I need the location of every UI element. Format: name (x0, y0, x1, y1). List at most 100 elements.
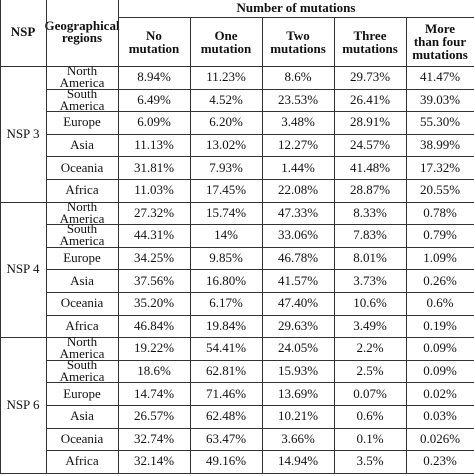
percentage-cell: 14.94% (277, 453, 319, 469)
group-divider (0, 472, 474, 474)
nsp-group-label: NSP 4 (6, 261, 40, 277)
row-divider (46, 179, 474, 180)
column-divider (190, 17, 191, 473)
region-cell: Europe (63, 385, 101, 401)
column-divider (262, 17, 263, 473)
region-cell: Europe (63, 114, 101, 130)
row-divider (46, 427, 474, 429)
row-divider (46, 111, 474, 113)
percentage-cell: 24.05% (277, 340, 319, 356)
percentage-cell: 1.09% (423, 250, 457, 266)
nsp-group-label: NSP 3 (6, 125, 40, 141)
percentage-cell: 63.47% (205, 430, 247, 446)
percentage-cell: 0.026% (419, 430, 461, 446)
percentage-cell: 7.83% (353, 227, 387, 243)
percentage-cell: 0.6% (426, 295, 454, 311)
region-cell: Oceania (60, 430, 104, 446)
table-left-border (0, 0, 1, 473)
percentage-cell: 23.53% (277, 91, 319, 107)
nsp-group-label: NSP 6 (6, 396, 40, 412)
row-divider (46, 359, 474, 361)
percentage-cell: 9.85% (209, 250, 243, 266)
percentage-cell: 0.07% (353, 385, 387, 401)
mutation-column-header: Two mutations (270, 27, 326, 56)
percentage-cell: 46.78% (277, 250, 319, 266)
percentage-cell: 0.23% (423, 453, 457, 469)
row-divider (46, 314, 474, 316)
percentage-cell: 1.44% (281, 159, 315, 175)
percentage-cell: 11.23% (206, 69, 246, 85)
percentage-cell: 15.74% (205, 204, 247, 220)
region-cell: North America (59, 63, 105, 91)
percentage-cell: 6.17% (209, 295, 243, 311)
percentage-cell: 3.66% (281, 430, 315, 446)
percentage-cell: 8.01% (353, 250, 387, 266)
percentage-cell: 20.55% (419, 182, 461, 198)
region-cell: South America (59, 85, 105, 113)
percentage-cell: 3.73% (353, 272, 387, 288)
percentage-cell: 44.31% (133, 227, 175, 243)
percentage-cell: 0.79% (423, 227, 457, 243)
percentage-cell: 17.32% (419, 159, 461, 175)
percentage-cell: 2.2% (356, 340, 384, 356)
header-bottom-rule (0, 66, 474, 67)
row-divider (46, 382, 474, 384)
percentage-cell: 8.33% (353, 204, 387, 220)
percentage-cell: 32.14% (133, 453, 175, 469)
mutation-column-header: One mutation (200, 27, 252, 56)
percentage-cell: 47.33% (277, 204, 319, 220)
percentage-cell: 6.49% (137, 91, 171, 107)
percentage-cell: 4.52% (209, 91, 243, 107)
region-cell: North America (59, 198, 105, 226)
percentage-cell: 35.20% (133, 295, 175, 311)
percentage-cell: 0.26% (423, 272, 457, 288)
percentage-cell: 7.93% (209, 159, 243, 175)
row-divider (46, 133, 474, 135)
row-divider (46, 224, 474, 226)
percentage-cell: 10.21% (277, 408, 319, 424)
percentage-cell: 8.94% (137, 69, 171, 85)
percentage-cell: 3.48% (281, 114, 315, 130)
region-cell: Africa (65, 182, 99, 198)
percentage-cell: 49.16% (205, 453, 247, 469)
percentage-cell: 18.6% (137, 363, 171, 379)
percentage-cell: 11.13% (134, 137, 174, 153)
row-divider (46, 156, 474, 158)
percentage-cell: 41.48% (349, 159, 391, 175)
percentage-cell: 14% (214, 227, 238, 243)
percentage-cell: 3.5% (356, 453, 384, 469)
row-divider (46, 292, 474, 293)
percentage-cell: 26.57% (133, 408, 175, 424)
percentage-cell: 12.27% (277, 137, 319, 153)
region-cell: Africa (65, 453, 99, 469)
percentage-cell: 54.41% (205, 340, 247, 356)
percentage-cell: 2.5% (356, 363, 384, 379)
percentage-cell: 41.57% (277, 272, 319, 288)
number-of-mutations-header: Number of mutations (236, 0, 356, 15)
percentage-cell: 62.81% (205, 363, 247, 379)
row-divider (46, 405, 474, 406)
region-cell: South America (59, 221, 105, 249)
percentage-cell: 0.19% (423, 317, 457, 333)
row-divider (46, 88, 474, 90)
percentage-cell: 10.6% (353, 295, 387, 311)
percentage-cell: 19.22% (133, 340, 175, 356)
percentage-cell: 0.09% (423, 363, 457, 379)
nsp-column-header: NSP (10, 24, 36, 39)
percentage-cell: 37.56% (133, 272, 175, 288)
percentage-cell: 19.84% (205, 317, 247, 333)
percentage-cell: 24.57% (349, 137, 391, 153)
group-divider (0, 337, 474, 339)
column-divider (406, 17, 407, 473)
group-divider (0, 201, 474, 203)
column-divider (46, 0, 47, 473)
percentage-cell: 8.6% (284, 69, 312, 85)
percentage-cell: 27.32% (133, 204, 175, 220)
percentage-cell: 38.99% (419, 137, 461, 153)
percentage-cell: 31.81% (133, 159, 175, 175)
percentage-cell: 33.06% (277, 227, 319, 243)
percentage-cell: 32.74% (133, 430, 175, 446)
region-cell: Europe (63, 250, 101, 266)
percentage-cell: 28.91% (349, 114, 391, 130)
percentage-cell: 3.49% (353, 317, 387, 333)
